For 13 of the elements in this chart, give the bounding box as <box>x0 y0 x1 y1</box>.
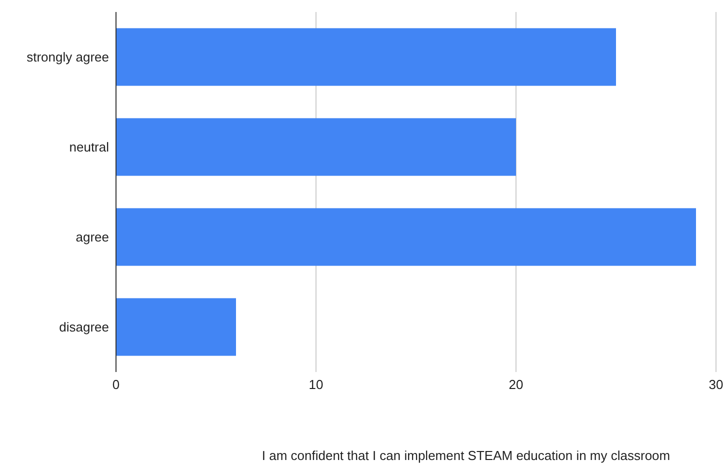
x-tick-label: 20 <box>508 377 524 392</box>
x-tick-label: 10 <box>308 377 324 392</box>
y-tick-label: disagree <box>59 320 109 335</box>
y-tick-label: neutral <box>69 140 110 155</box>
y-tick-label: strongly agree <box>26 50 109 65</box>
y-tick-label: agree <box>76 230 109 245</box>
x-tick-label: 30 <box>708 377 724 392</box>
bar <box>116 118 516 176</box>
x-axis-title: I am confident that I can implement STEAM education in my classroom <box>262 448 670 463</box>
x-tick-label: 0 <box>112 377 120 392</box>
bar <box>116 298 236 356</box>
bar <box>116 28 616 86</box>
bar <box>116 208 696 266</box>
